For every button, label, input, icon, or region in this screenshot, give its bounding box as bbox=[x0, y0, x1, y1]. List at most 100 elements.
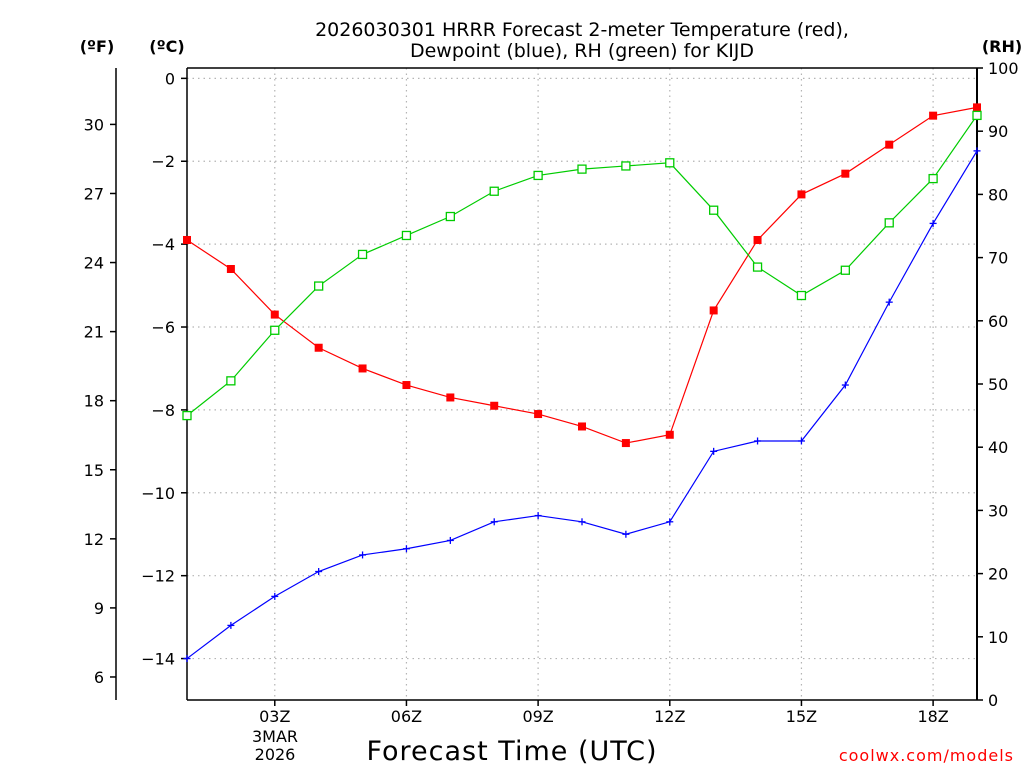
data-point-temperature bbox=[885, 140, 894, 149]
data-point-temperature bbox=[402, 381, 411, 390]
x-tick-label: 03Z bbox=[259, 707, 290, 726]
series-line-rh bbox=[186, 115, 978, 417]
data-point-rh bbox=[752, 262, 763, 272]
data-point-temperature bbox=[183, 235, 191, 244]
x-tick-label: 12Z bbox=[654, 707, 685, 726]
rh-tick-label: 70 bbox=[988, 249, 1008, 268]
data-point-dewpoint bbox=[183, 655, 191, 663]
data-point-temperature bbox=[446, 393, 455, 402]
data-point-rh bbox=[577, 164, 587, 174]
data-point-dewpoint bbox=[929, 219, 937, 227]
data-point-rh bbox=[357, 249, 368, 260]
data-point-rh bbox=[928, 173, 938, 184]
data-point-dewpoint bbox=[578, 518, 586, 526]
fahrenheit-tick-label: 12 bbox=[84, 530, 104, 549]
data-point-temperature bbox=[709, 306, 718, 315]
rh-tick-label: 0 bbox=[988, 691, 998, 710]
rh-tick-label: 60 bbox=[988, 312, 1008, 331]
data-point-temperature bbox=[621, 439, 630, 448]
x-tick-label: 15Z bbox=[786, 707, 817, 726]
data-point-rh bbox=[445, 211, 455, 222]
chart-title-line2: Dewpoint (blue), RH (green) for KIJD bbox=[410, 40, 754, 62]
data-point-temperature bbox=[490, 401, 499, 410]
data-point-temperature bbox=[753, 235, 762, 244]
data-point-dewpoint bbox=[973, 147, 981, 155]
data-point-rh bbox=[840, 265, 850, 275]
data-point-rh bbox=[621, 161, 631, 171]
data-point-rh bbox=[709, 205, 719, 215]
data-point-dewpoint bbox=[622, 530, 630, 538]
date-label-year: 2026 bbox=[255, 745, 296, 764]
data-point-rh bbox=[270, 325, 280, 335]
data-point-temperature bbox=[797, 190, 806, 199]
fahrenheit-unit-label: (ºF) bbox=[80, 37, 115, 56]
celsius-tick-label: −14 bbox=[141, 650, 175, 669]
fahrenheit-tick-label: 27 bbox=[84, 184, 104, 203]
rh-tick-label: 40 bbox=[988, 438, 1008, 457]
x-axis-label: Forecast Time (UTC) bbox=[366, 736, 657, 767]
celsius-tick-label: −2 bbox=[151, 152, 175, 171]
fahrenheit-tick-label: 15 bbox=[84, 461, 104, 480]
data-point-rh bbox=[401, 230, 412, 241]
celsius-tick-label: −8 bbox=[151, 401, 175, 420]
celsius-tick-label: −10 bbox=[141, 484, 175, 503]
x-tick-label: 09Z bbox=[522, 707, 553, 726]
data-point-temperature bbox=[665, 430, 674, 439]
data-point-dewpoint bbox=[710, 447, 718, 455]
data-point-dewpoint bbox=[534, 512, 542, 520]
data-point-dewpoint bbox=[359, 551, 367, 559]
data-point-dewpoint bbox=[315, 568, 323, 576]
data-point-dewpoint bbox=[754, 437, 762, 445]
data-point-dewpoint bbox=[402, 545, 410, 553]
data-point-temperature bbox=[973, 103, 981, 112]
rh-tick-label: 90 bbox=[988, 122, 1008, 141]
celsius-tick-label: −12 bbox=[141, 567, 175, 586]
data-point-rh bbox=[533, 170, 543, 181]
data-point-dewpoint bbox=[490, 518, 498, 526]
fahrenheit-tick-label: 24 bbox=[84, 254, 104, 273]
data-point-dewpoint bbox=[227, 621, 235, 629]
rh-unit-label: (RH) bbox=[982, 37, 1022, 56]
series bbox=[182, 103, 982, 663]
data-point-rh bbox=[665, 158, 675, 168]
chart-title-line1: 2026030301 HRRR Forecast 2-meter Tempera… bbox=[315, 19, 849, 41]
rh-tick-label: 20 bbox=[988, 565, 1008, 584]
grid bbox=[187, 68, 977, 700]
data-point-temperature bbox=[358, 364, 367, 373]
celsius-unit-label: (ºC) bbox=[149, 37, 184, 56]
data-point-temperature bbox=[226, 264, 235, 273]
fahrenheit-tick-label: 18 bbox=[84, 392, 104, 411]
data-point-temperature bbox=[841, 169, 850, 178]
credit-text: coolwx.com/models bbox=[839, 746, 1014, 765]
data-point-dewpoint bbox=[666, 518, 674, 526]
data-point-rh bbox=[489, 186, 499, 196]
fahrenheit-tick-label: 30 bbox=[84, 115, 104, 134]
celsius-tick-label: −6 bbox=[151, 318, 175, 337]
data-point-rh bbox=[796, 290, 807, 301]
series-temperature bbox=[183, 103, 981, 448]
celsius-tick-label: −4 bbox=[151, 235, 175, 254]
tick-labels: 0 −2 −4 −6 −8 −10 −12 −14 03Z 06Z 09Z 12Z 15Z 18Z 30 27… bbox=[84, 59, 1019, 726]
data-point-rh bbox=[226, 376, 236, 386]
rh-tick-label: 30 bbox=[988, 501, 1008, 520]
data-point-dewpoint bbox=[885, 298, 893, 306]
axes bbox=[110, 67, 983, 706]
series-rh bbox=[182, 110, 982, 421]
date-label-day: 3MAR bbox=[252, 727, 298, 746]
data-point-temperature bbox=[270, 310, 279, 319]
x-tick-label: 06Z bbox=[391, 707, 422, 726]
data-point-rh bbox=[182, 410, 192, 421]
rh-tick-label: 10 bbox=[988, 628, 1008, 647]
data-point-temperature bbox=[314, 343, 323, 352]
fahrenheit-tick-label: 6 bbox=[94, 668, 104, 687]
celsius-tick-label: 0 bbox=[165, 69, 175, 88]
series-line-temperature bbox=[186, 106, 978, 444]
data-point-dewpoint bbox=[271, 592, 279, 600]
data-point-temperature bbox=[929, 111, 938, 120]
data-point-dewpoint bbox=[446, 536, 454, 544]
data-point-dewpoint bbox=[841, 381, 849, 389]
fahrenheit-tick-label: 9 bbox=[94, 599, 104, 618]
series-dewpoint bbox=[183, 147, 981, 663]
data-point-temperature bbox=[578, 422, 586, 431]
